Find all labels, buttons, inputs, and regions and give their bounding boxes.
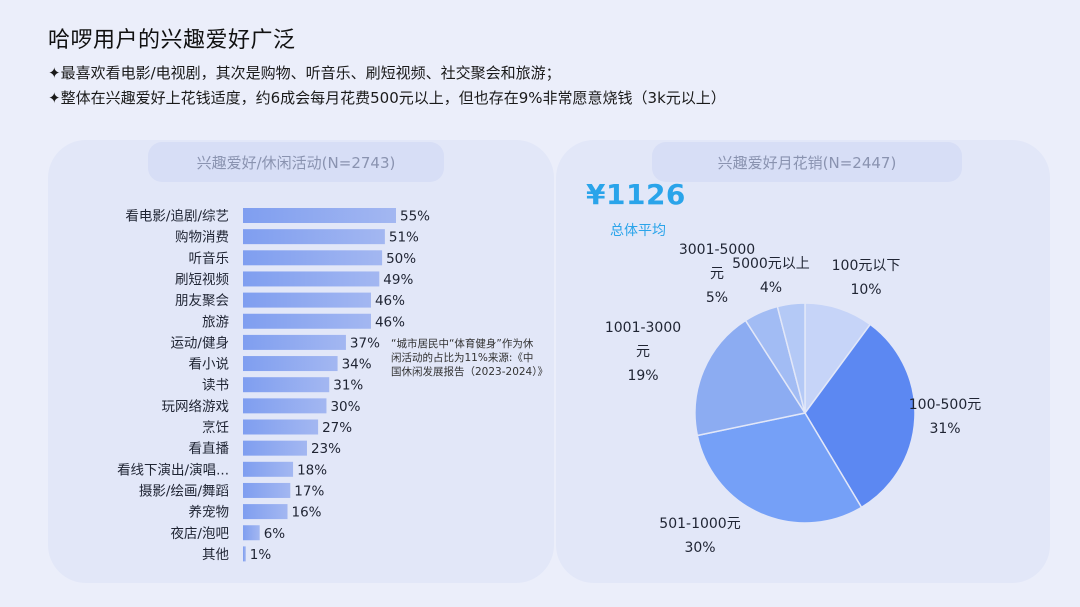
pie-pct-label: 31% (929, 421, 960, 437)
bar-value-label: 27% (322, 420, 352, 436)
bar-category-label: 看直播 (189, 441, 230, 457)
bar-category-label: 玩网络游戏 (162, 399, 230, 415)
bar-6 (243, 334, 346, 350)
bar-value-label: 18% (297, 462, 327, 478)
bar-12 (243, 461, 294, 477)
bar-category-label: 看电影/追剧/综艺 (125, 209, 229, 225)
bar-category-label: 运动/健身 (170, 335, 229, 351)
pie-slice-3 (694, 319, 807, 437)
bar-value-label: 37% (350, 335, 380, 351)
bar-value-label: 17% (294, 483, 324, 499)
bar-category-label: 其他 (202, 547, 229, 563)
bar-category-label: 养宠物 (189, 505, 230, 521)
pie-slice-label: 3001-5000 (679, 242, 755, 258)
pie-pct-label: 19% (627, 368, 658, 384)
pie-slice-label: 501-1000元 (659, 516, 740, 532)
bar-category-label: 夜店/泡吧 (170, 526, 229, 542)
bar-value-label: 46% (375, 293, 405, 309)
pie-slice-label: 100-500元 (909, 397, 982, 413)
bar-category-label: 听音乐 (189, 250, 230, 267)
pie-slice-label: 元 (710, 266, 724, 282)
bar-value-label: 50% (386, 251, 416, 267)
page-title: 哈啰用户的兴趣爱好广泛 (48, 28, 296, 53)
pie-pct-label: 10% (850, 282, 881, 298)
bar-value-label: 46% (375, 314, 405, 330)
bar-13 (243, 482, 291, 498)
bar-14 (243, 504, 288, 520)
bar-value-label: 49% (383, 272, 413, 288)
source-note: “城市居民中“体育健身”作为休闲活动的占比为11%来源:《中国休闲发展报告（20… (391, 338, 548, 378)
bar-16 (243, 546, 246, 562)
bar-category-label: 烹饪 (202, 419, 229, 436)
bar-value-label: 51% (389, 230, 419, 246)
bar-15 (243, 525, 260, 541)
bar-category-label: 看小说 (189, 357, 230, 373)
bar-value-label: 31% (333, 378, 363, 394)
bar-value-label: 23% (311, 441, 341, 457)
bar-value-label: 34% (342, 357, 372, 373)
bar-8 (243, 377, 330, 393)
pie-pct-label: 4% (760, 280, 782, 296)
summary-bullet-2: ✦整体在兴趣爱好上花钱适度，约6成会每月花费500元以上，但也存在9%非常愿意烧… (48, 89, 726, 107)
pie-pct-label: 30% (684, 540, 715, 556)
bar-1 (243, 229, 385, 245)
bar-9 (243, 398, 327, 414)
average-spend-label: 总体平均 (610, 223, 666, 239)
average-spend-value: ¥1126 (586, 178, 686, 211)
bar-category-label: 旅游 (202, 314, 229, 330)
bar-10 (243, 419, 319, 435)
bar-category-label: 看线下演出/演唱... (117, 462, 229, 478)
bar-3 (243, 271, 380, 287)
pie-slice-1 (804, 323, 916, 509)
bar-value-label: 6% (264, 526, 286, 542)
bar-value-label: 55% (400, 209, 430, 225)
pie-slice-2 (696, 412, 863, 524)
pie-slice-label: 5000元以上 (732, 256, 810, 272)
pie-slice-label: 100元以下 (832, 258, 901, 274)
pie-slice-5 (776, 302, 806, 414)
bar-7 (243, 356, 338, 372)
pie-slice-label: 1001-3000 (605, 320, 681, 336)
bar-value-label: 16% (292, 505, 322, 521)
bar-category-label: 摄影/绘画/舞蹈 (139, 483, 229, 499)
summary-bullet-1: ✦最喜欢看电影/电视剧，其次是购物、听音乐、刷短视频、社交聚会和旅游； (48, 64, 561, 82)
bar-category-label: 朋友聚会 (175, 293, 229, 309)
bar-value-label: 1% (250, 547, 272, 563)
bar-value-label: 30% (330, 399, 360, 415)
bar-category-label: 读书 (202, 378, 229, 394)
pie-pct-label: 5% (706, 290, 728, 306)
bar-category-label: 购物消费 (175, 230, 229, 246)
bar-category-label: 刷短视频 (175, 272, 229, 288)
bar-11 (243, 440, 307, 456)
monthly-spend-title: 兴趣爱好月花销(N=2447) (652, 142, 962, 182)
pie-slice-label: 元 (636, 344, 650, 360)
bar-0 (243, 208, 396, 223)
hobby-activity-title: 兴趣爱好/休闲活动(N=2743) (148, 142, 444, 182)
bar-5 (243, 313, 371, 329)
bar-4 (243, 292, 371, 308)
bar-2 (243, 250, 383, 266)
